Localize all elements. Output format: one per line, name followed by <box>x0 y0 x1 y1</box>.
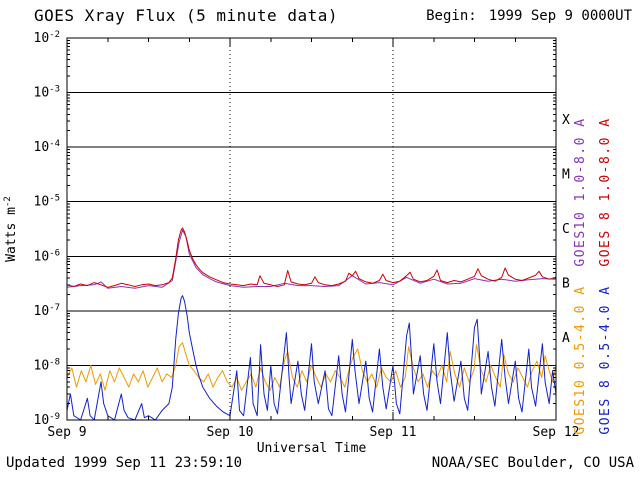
x-tick-label: Sep 10 <box>207 425 254 440</box>
y-tick-label: 10-3 <box>34 85 61 101</box>
series-group <box>66 227 557 421</box>
y-tick-label: 10-8 <box>34 357 61 373</box>
chart-title: GOES Xray Flux (5 minute data) <box>34 6 338 25</box>
y-axis-label: Watts m-2 <box>3 196 19 262</box>
x-tick-label: Sep 11 <box>370 425 417 440</box>
legend-label: GOES 8 0.5-4.0 A <box>598 285 613 434</box>
gridlines <box>67 38 556 420</box>
y-tick-label: 10-4 <box>34 139 61 155</box>
y-tick-label: 10-9 <box>34 412 61 428</box>
legend-label: GOES10 0.5-4.0 A <box>573 285 588 434</box>
flare-class-letter: B <box>562 277 570 292</box>
y-tick-label: 10-7 <box>34 303 61 319</box>
y-minor-ticks <box>67 39 556 405</box>
credit-text: NOAA/SEC Boulder, CO USA <box>431 455 634 471</box>
flare-class-letter: C <box>562 222 570 237</box>
legend: GOES10 1.0-8.0 A GOES 8 1.0-8.0 A GOES10 0… <box>573 117 613 434</box>
flare-class-letter: X <box>562 113 570 128</box>
legend-label: GOES 8 1.0-8.0 A <box>598 117 613 266</box>
y-tick-label: 10-6 <box>34 248 61 264</box>
y-axis: 10-2 10-3 10-4 10-5 10-6 10-7 10-8 10-9 Watts m-… <box>3 30 60 428</box>
begin-value: 1999 Sep 9 0000UT <box>488 8 632 24</box>
flare-class-letter: M <box>562 167 570 182</box>
x-axis-label: Universal Time <box>257 441 367 456</box>
updated-timestamp: Updated 1999 Sep 11 23:59:10 <box>6 455 243 471</box>
x-tick-label: Sep 9 <box>47 425 86 440</box>
legend-label: GOES10 1.0-8.0 A <box>573 117 588 266</box>
x-tick-label: Sep 12 <box>533 425 580 440</box>
begin-block: Begin: 1999 Sep 9 0000UT <box>426 8 632 24</box>
y-tick-label: 10-2 <box>34 30 61 46</box>
y-tick-label: 10-5 <box>34 194 61 210</box>
flare-class-scale: X M C B A <box>562 113 570 346</box>
plot-frame <box>66 37 557 421</box>
series-line-goes-8-1-0-8-0-a <box>66 227 557 288</box>
begin-label: Begin: <box>426 8 477 24</box>
series-line-goes-8-0-5-4-0-a <box>66 295 557 421</box>
flare-class-letter: A <box>562 331 570 346</box>
x-axis: Sep 9 Sep 10 Sep 11 Sep 12 Universal Time <box>47 38 579 456</box>
series-line-goes10-1-0-8-0-a <box>66 229 557 289</box>
